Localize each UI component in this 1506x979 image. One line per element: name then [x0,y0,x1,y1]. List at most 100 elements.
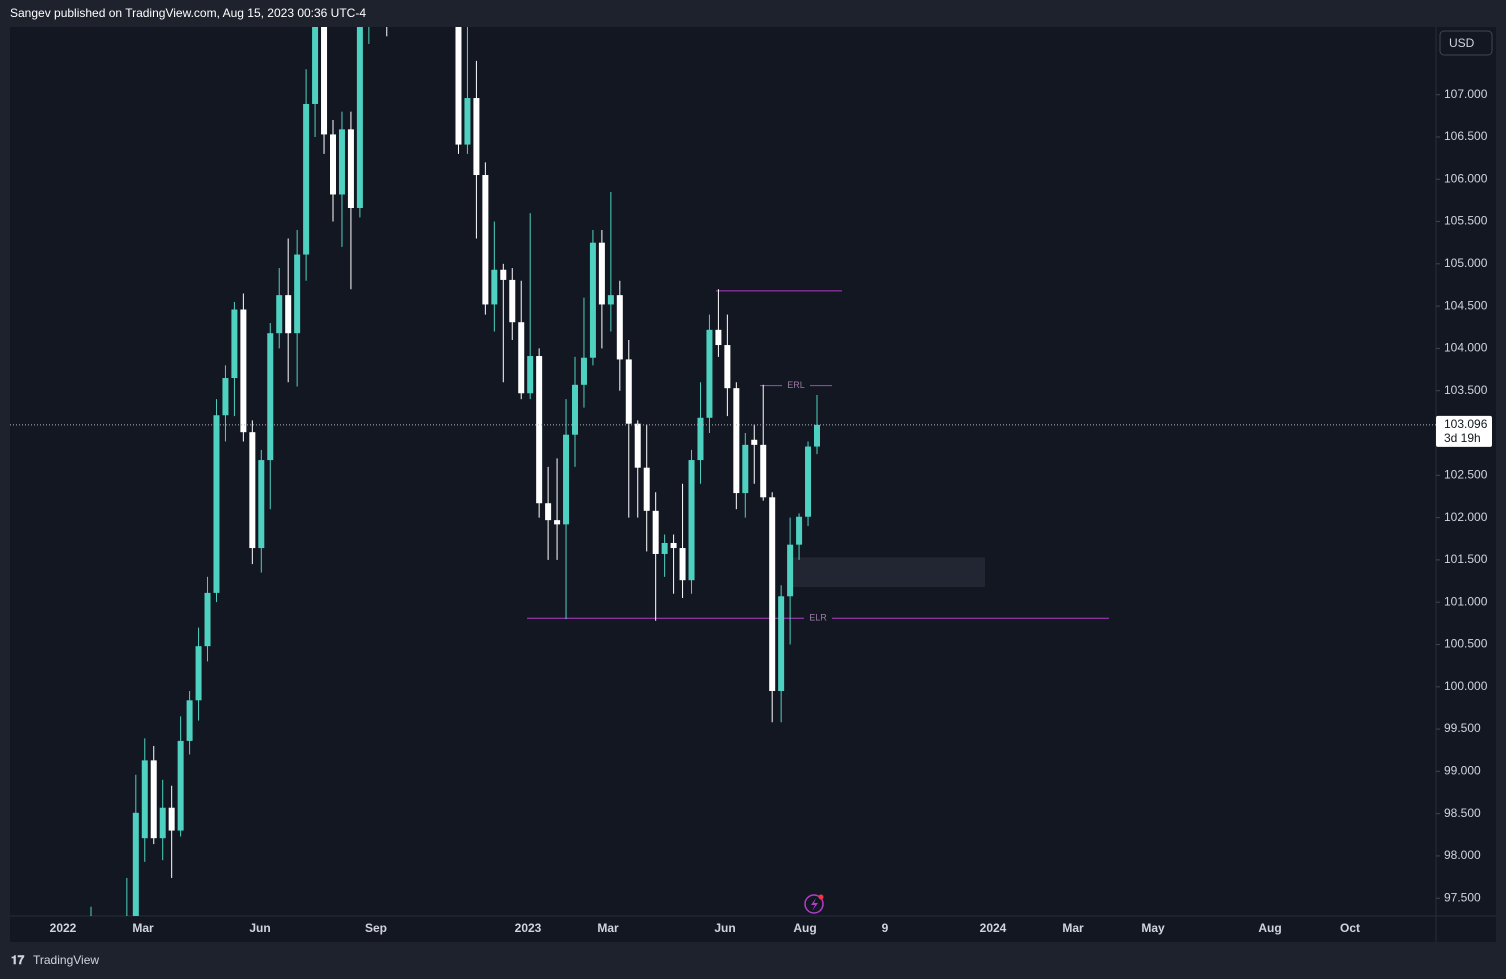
candle-body [303,103,310,255]
currency[interactable]: USD [1449,36,1475,50]
y-tick-label: 107.000 [1444,87,1488,101]
candle-body [177,740,184,831]
x-tick-label: Mar [597,921,619,935]
candle-body [150,760,157,839]
candle-body [518,322,525,394]
candle-body [625,359,632,424]
candle-body [473,98,480,176]
x-tick-label: 2024 [980,921,1007,935]
candle-body [769,497,776,692]
candle-body [796,516,803,545]
x-tick-label: 9 [882,921,889,935]
y-tick-label: 98.000 [1444,848,1481,862]
candle-body [634,423,641,468]
currency-button[interactable] [1439,30,1493,56]
last-price-box [1436,415,1492,447]
candle-body [213,415,220,593]
candle-body [580,357,587,385]
candle-body [356,27,363,209]
candle-body [670,542,677,549]
y-tick-label: 100.500 [1444,637,1488,651]
candle-body [527,356,534,394]
candle-body [509,279,516,323]
candle-body [554,520,561,525]
candle-body [733,388,740,494]
last-price-label: 103.096 [1444,417,1488,431]
candle-body [258,460,265,549]
candle-body [294,254,301,334]
zone [793,557,985,587]
events-dot [818,894,824,900]
candle-body [338,129,345,195]
candle-body [805,446,812,517]
x-tick-label: May [1141,921,1165,935]
x-tick-label: 2023 [515,921,542,935]
candle-body [697,417,704,461]
candle-body [285,295,292,334]
candle-body [204,592,211,647]
candle-body [814,424,820,447]
candle-body [545,503,552,521]
candle-body [455,27,462,145]
x-tick-label: Aug [793,921,816,935]
candle-body [186,700,193,741]
y-tick-label: 101.500 [1444,552,1488,566]
candle-body [240,309,247,433]
candle-body [231,309,238,379]
logo-mark: 𝟏𝟕 [11,953,25,967]
y-tick-label: 103.500 [1444,383,1488,397]
candle-body [724,345,731,389]
x-tick-label: Jun [714,921,735,935]
plot-area [10,27,1496,942]
candle-body [222,378,229,416]
y-tick-label: 102.000 [1444,510,1488,524]
y-tick-label: 105.000 [1444,256,1488,270]
candle-body [321,27,328,135]
candle-body [491,269,498,305]
y-tick-label: 102.500 [1444,467,1488,481]
candle-body [679,548,686,581]
candle-body [168,807,175,831]
y-tick-label: 106.500 [1444,129,1488,143]
y-tick-label: 100.000 [1444,679,1488,693]
candle-body [563,434,570,525]
candle-body [751,439,758,445]
candle-body [760,444,767,498]
events-icon[interactable] [804,894,824,914]
candle-body [141,760,148,839]
plot: ERL ELR [90,27,1109,916]
x-tick-label: Sep [365,921,387,935]
y-tick-label: 104.500 [1444,298,1488,312]
candle-body [500,269,507,280]
y-tick-label: 99.500 [1444,721,1481,735]
y-tick-label: 105.500 [1444,214,1488,228]
candle-body [661,542,668,554]
candle-body [195,646,202,701]
y-tick-label: 99.000 [1444,764,1481,778]
candle-body [715,329,722,346]
x-tick-label: 2022 [50,921,77,935]
y-tick-label: 97.500 [1444,890,1481,904]
y-tick-label: 101.000 [1444,594,1488,608]
candle-body [267,333,274,461]
x-tick-label: Jun [249,921,270,935]
x-tick-label: Aug [1258,921,1281,935]
candle-body [598,242,605,305]
publish-info: Sangev published on TradingView.com, Aug… [10,6,366,20]
candle-body [616,295,623,360]
candle-body [787,544,794,597]
candle-body [688,460,695,581]
y-tick-label: 106.000 [1444,171,1488,185]
candle-body [330,134,336,195]
candle-body [132,812,139,916]
candle-body [249,432,256,549]
x-tick-label: Oct [1340,921,1360,935]
brand: TradingView [33,953,99,967]
x-tick-label: Mar [132,921,154,935]
candle-body [159,807,166,839]
candle-body [652,510,659,554]
x-tick-label: Mar [1062,921,1084,935]
events-icon-bolt [811,898,818,911]
candle-body [464,98,471,145]
